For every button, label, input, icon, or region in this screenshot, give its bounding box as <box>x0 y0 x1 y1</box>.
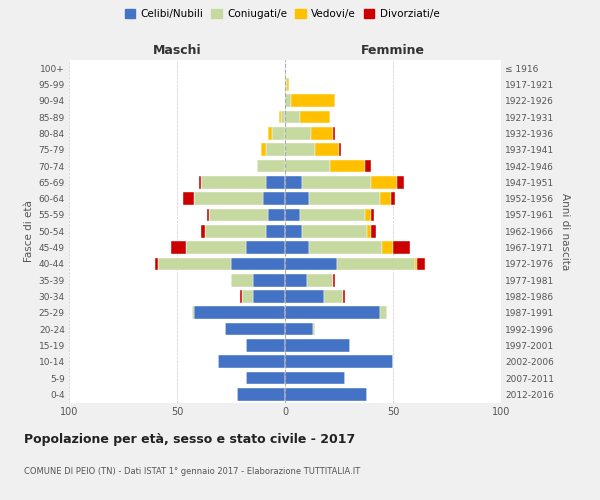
Bar <box>266 176 285 188</box>
Bar <box>246 241 285 254</box>
Legend: Celibi/Nubili, Coniugati/e, Vedovi/e, Divorziati/e: Celibi/Nubili, Coniugati/e, Vedovi/e, Di… <box>121 5 443 24</box>
Bar <box>302 176 371 188</box>
Bar <box>238 388 285 400</box>
Bar <box>201 225 205 237</box>
Bar <box>272 127 285 140</box>
Bar <box>285 144 315 156</box>
Bar <box>397 176 404 188</box>
Bar <box>170 241 185 254</box>
Bar <box>263 192 285 205</box>
Bar <box>285 241 309 254</box>
Bar <box>285 127 311 140</box>
Bar <box>231 274 253 286</box>
Bar <box>302 225 367 237</box>
Bar <box>332 274 335 286</box>
Text: COMUNE DI PEIO (TN) - Dati ISTAT 1° gennaio 2017 - Elaborazione TUTTITALIA.IT: COMUNE DI PEIO (TN) - Dati ISTAT 1° genn… <box>24 468 360 476</box>
Bar <box>393 241 410 254</box>
Bar <box>332 127 335 140</box>
Bar <box>300 110 331 124</box>
Bar <box>337 258 415 270</box>
Bar <box>224 322 285 336</box>
Bar <box>285 388 367 400</box>
Bar <box>285 306 380 319</box>
Bar <box>192 306 194 319</box>
Bar <box>285 160 331 172</box>
Bar <box>417 258 425 270</box>
Bar <box>380 192 391 205</box>
Bar <box>324 290 343 303</box>
Bar <box>199 176 201 188</box>
Bar <box>268 127 272 140</box>
Bar <box>246 372 285 384</box>
Bar <box>307 274 332 286</box>
Bar <box>287 78 289 91</box>
Bar <box>266 144 285 156</box>
Bar <box>207 208 209 222</box>
Bar <box>285 78 287 91</box>
Bar <box>184 192 194 205</box>
Bar <box>201 176 266 188</box>
Bar <box>339 144 341 156</box>
Bar <box>371 225 376 237</box>
Bar <box>158 258 231 270</box>
Bar <box>365 208 371 222</box>
Bar <box>285 225 302 237</box>
Bar <box>239 290 242 303</box>
Bar <box>285 356 393 368</box>
Bar <box>285 372 346 384</box>
Bar <box>261 144 266 156</box>
Bar <box>242 290 253 303</box>
Bar <box>194 306 285 319</box>
Text: Maschi: Maschi <box>152 44 202 57</box>
Bar <box>285 192 309 205</box>
Bar <box>380 306 386 319</box>
Bar <box>300 208 365 222</box>
Bar <box>365 160 371 172</box>
Bar <box>209 208 268 222</box>
Bar <box>367 225 371 237</box>
Bar <box>309 241 382 254</box>
Bar <box>218 356 285 368</box>
Bar <box>281 110 285 124</box>
Bar <box>285 274 307 286</box>
Bar <box>266 225 285 237</box>
Bar <box>285 290 324 303</box>
Bar <box>313 322 315 336</box>
Bar <box>257 160 285 172</box>
Bar <box>292 94 335 107</box>
Bar <box>185 241 246 254</box>
Text: Femmine: Femmine <box>361 44 425 57</box>
Bar <box>285 94 292 107</box>
Y-axis label: Fasce di età: Fasce di età <box>25 200 34 262</box>
Text: Popolazione per età, sesso e stato civile - 2017: Popolazione per età, sesso e stato civil… <box>24 432 355 446</box>
Bar <box>205 225 266 237</box>
Bar <box>382 241 393 254</box>
Bar <box>268 208 285 222</box>
Bar <box>285 176 302 188</box>
Bar <box>194 192 263 205</box>
Bar <box>285 258 337 270</box>
Bar <box>315 144 339 156</box>
Bar <box>285 322 313 336</box>
Bar <box>343 290 346 303</box>
Bar <box>331 160 365 172</box>
Bar <box>253 290 285 303</box>
Bar <box>253 274 285 286</box>
Bar <box>285 339 350 352</box>
Bar <box>278 110 281 124</box>
Bar <box>391 192 395 205</box>
Bar <box>246 339 285 352</box>
Bar <box>231 258 285 270</box>
Bar <box>285 208 300 222</box>
Bar <box>285 110 300 124</box>
Bar <box>371 176 397 188</box>
Bar <box>155 258 158 270</box>
Bar <box>309 192 380 205</box>
Bar <box>311 127 332 140</box>
Bar <box>371 208 374 222</box>
Y-axis label: Anni di nascita: Anni di nascita <box>560 192 570 270</box>
Bar <box>415 258 417 270</box>
